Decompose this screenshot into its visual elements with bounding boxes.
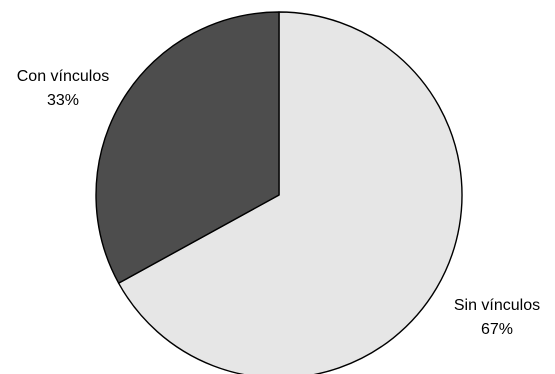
slice-label-con-vinculos: Con vínculos xyxy=(17,68,110,85)
slice-value-con-vinculos: 33% xyxy=(47,92,79,109)
pie-slice-sin-vinculos xyxy=(117,11,463,374)
slice-label-sin-vinculos: Sin vínculos xyxy=(454,297,540,314)
pie-labels: Sin vínculos 67% Con vínculos 33% xyxy=(17,68,540,338)
pie-slices xyxy=(95,11,463,374)
slice-value-sin-vinculos: 67% xyxy=(481,321,513,338)
pie-slice-con-vinculos xyxy=(95,11,280,284)
